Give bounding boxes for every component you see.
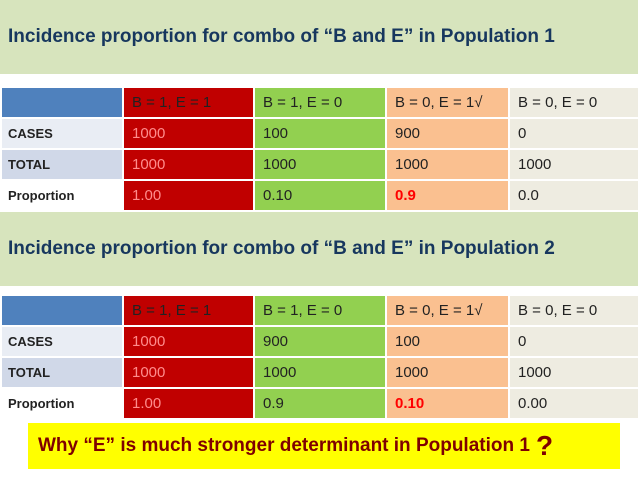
header-cell: B = 1, E = 1	[122, 294, 255, 327]
cell: 0.10	[385, 387, 510, 420]
cell: 1000	[253, 356, 387, 389]
cell: 1.00	[122, 179, 255, 212]
header-cell: B = 0, E = 1√	[385, 86, 510, 119]
cell: 1000	[253, 148, 387, 181]
header-cell: B = 0, E = 0	[508, 86, 638, 119]
cell: 0.0	[508, 179, 638, 212]
cell: 1000	[122, 148, 255, 181]
cell: 0.00	[508, 387, 638, 420]
cell: 1.00	[122, 387, 255, 420]
cell: 1000	[122, 325, 255, 358]
question-mark: ?	[535, 430, 554, 461]
table-row: CASES 1000 100 900 0	[0, 117, 638, 150]
cell: 100	[385, 325, 510, 358]
header-cell: B = 0, E = 0	[508, 294, 638, 327]
header-cell: B = 1, E = 1	[122, 86, 255, 119]
question-text: Why “E” is much stronger determinant in …	[38, 435, 530, 456]
cell: 1000	[122, 117, 255, 150]
header-cell	[0, 86, 124, 119]
row-label: TOTAL	[0, 148, 124, 181]
cell: 0	[508, 325, 638, 358]
cell: 0	[508, 117, 638, 150]
header-cell: B = 1, E = 0	[253, 86, 387, 119]
cell: 900	[385, 117, 510, 150]
table-row: Proportion 1.00 0.9 0.10 0.00	[0, 387, 638, 420]
header-cell	[0, 294, 124, 327]
cell: 100	[253, 117, 387, 150]
cell: 1000	[508, 148, 638, 181]
heading: Incidence proportion for combo of “B and…	[0, 212, 638, 286]
row-label: TOTAL	[0, 356, 124, 389]
table-row: TOTAL 1000 1000 1000 1000	[0, 148, 638, 181]
row-label: Proportion	[0, 387, 124, 420]
cell: 900	[253, 325, 387, 358]
cell: 1000	[385, 356, 510, 389]
header-cell: B = 0, E = 1√	[385, 294, 510, 327]
heading: Incidence proportion for combo of “B and…	[0, 0, 638, 74]
row-label: Proportion	[0, 179, 124, 212]
cell: 0.9	[253, 387, 387, 420]
cell: 1000	[385, 148, 510, 181]
table-row: CASES 1000 900 100 0	[0, 325, 638, 358]
question-box: Why “E” is much stronger determinant in …	[28, 423, 620, 469]
cell: 0.9	[385, 179, 510, 212]
row-label: CASES	[0, 325, 124, 358]
row-label: CASES	[0, 117, 124, 150]
cell: 1000	[508, 356, 638, 389]
header-cell: B = 1, E = 0	[253, 294, 387, 327]
table-row: TOTAL 1000 1000 1000 1000	[0, 356, 638, 389]
cell: 0.10	[253, 179, 387, 212]
table-row: Proportion 1.00 0.10 0.9 0.0	[0, 179, 638, 212]
cell: 1000	[122, 356, 255, 389]
